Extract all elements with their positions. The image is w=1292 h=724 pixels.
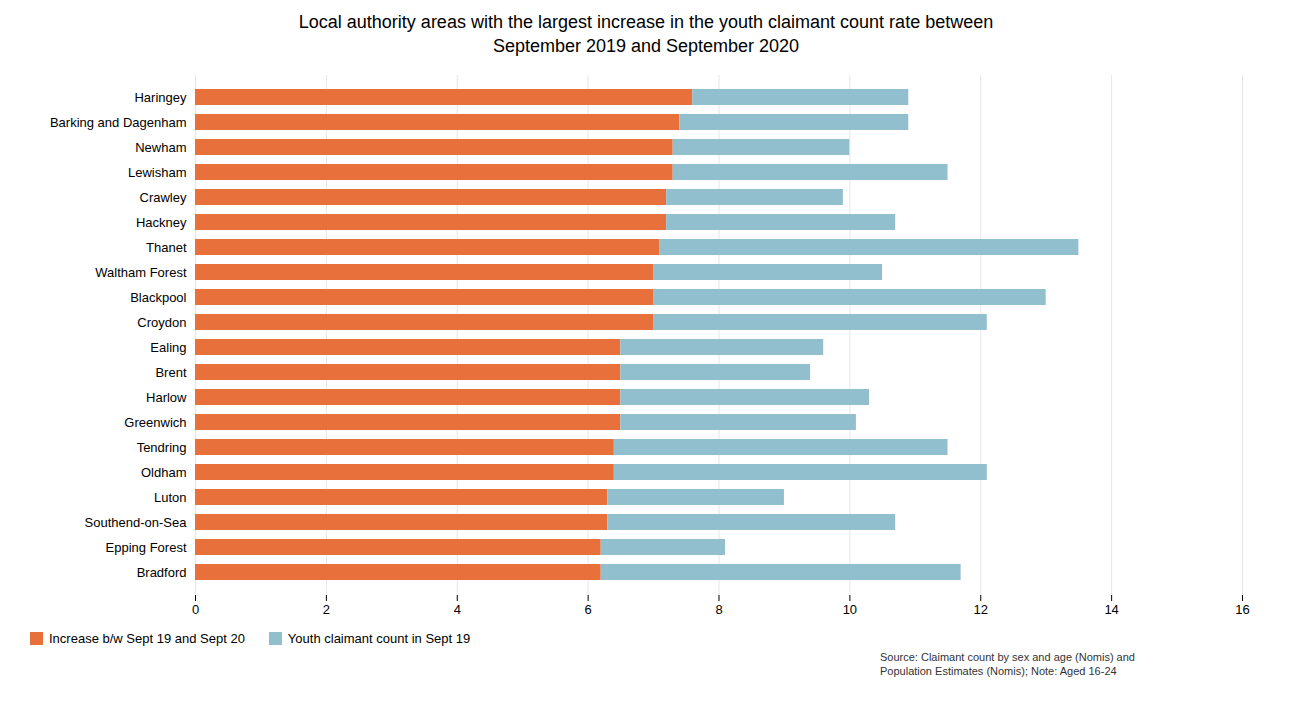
svg-text:Lewisham: Lewisham: [128, 164, 187, 179]
svg-text:10: 10: [843, 601, 857, 616]
svg-text:Blackpool: Blackpool: [130, 289, 186, 304]
html-text:Youth claimant count in Sept 1: Youth claimant count in Sept 19: [287, 630, 471, 646]
svg-text:Southend-on-Sea: Southend-on-Sea: [85, 514, 188, 529]
svg-text:Ealing: Ealing: [150, 339, 186, 354]
svg-text:Newham: Newham: [135, 139, 186, 154]
svg-text:14: 14: [1104, 601, 1118, 616]
svg-text:Tendring: Tendring: [137, 439, 187, 454]
svg-text:Bradford: Bradford: [137, 564, 187, 579]
svg-text:6: 6: [585, 601, 592, 616]
html-text:Increase b/w Sept 19 and Sept: Increase b/w Sept 19 and Sept 20: [49, 630, 245, 646]
svg-text:2: 2: [323, 601, 330, 616]
html-text:Source: Claimant count by sex: Source: Claimant count by sex and age (N…: [880, 650, 1135, 677]
svg-text:Barking and Dagenham: Barking and Dagenham: [50, 114, 187, 129]
svg-text:4: 4: [454, 601, 461, 616]
svg-text:Greenwich: Greenwich: [124, 414, 186, 429]
svg-text:8: 8: [715, 601, 722, 616]
svg-text:Haringey: Haringey: [134, 89, 187, 104]
svg-text:Waltham Forest: Waltham Forest: [95, 264, 187, 279]
html-text:Local authority areas with the: Local authority areas with the largest i…: [298, 12, 994, 57]
svg-text:Oldham: Oldham: [141, 464, 187, 479]
svg-text:Croydon: Croydon: [137, 314, 186, 329]
svg-text:16: 16: [1235, 601, 1249, 616]
svg-text:Harlow: Harlow: [146, 389, 187, 404]
svg-text:Luton: Luton: [154, 489, 187, 504]
svg-text:Hackney: Hackney: [136, 214, 187, 229]
svg-text:Epping Forest: Epping Forest: [106, 539, 187, 554]
svg-text:Brent: Brent: [155, 364, 186, 379]
svg-text:12: 12: [974, 601, 988, 616]
svg-text:Crawley: Crawley: [140, 189, 187, 204]
svg-text:Thanet: Thanet: [146, 239, 187, 254]
svg-text:0: 0: [192, 601, 199, 616]
